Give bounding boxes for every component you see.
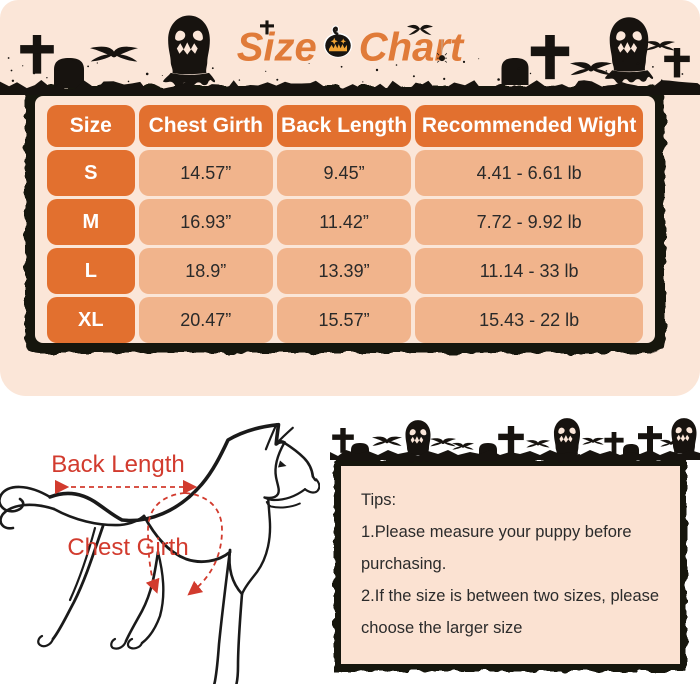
svg-text:Back Length: Back Length <box>51 451 184 478</box>
svg-text:Chest Girth: Chest Girth <box>67 534 188 561</box>
